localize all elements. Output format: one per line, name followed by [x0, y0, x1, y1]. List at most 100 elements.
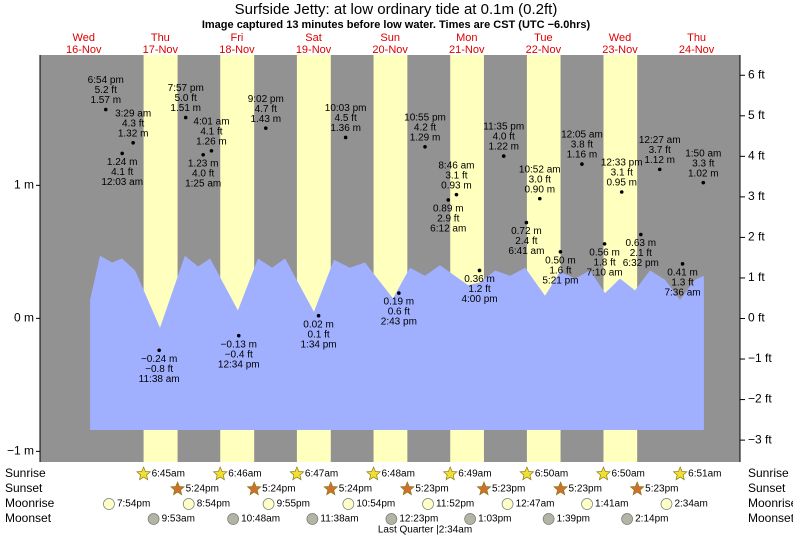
tide-point	[209, 148, 214, 153]
tide-label: 1:25 am	[185, 178, 221, 189]
sun-icon	[212, 466, 228, 481]
sun-icon	[672, 466, 688, 481]
row-time: 9:55pm	[277, 499, 310, 510]
tide-point	[397, 291, 401, 295]
row-time: 2:34am	[674, 499, 707, 510]
tide-point	[183, 115, 188, 120]
tide-label: 2.1 ft	[630, 248, 652, 259]
tide-label: 2.9 ft	[437, 214, 459, 225]
tide-label: 0.63 m	[626, 238, 657, 249]
y2-tick-label: 3 ft	[748, 189, 765, 203]
day-weekday: Wed	[609, 32, 631, 44]
row-time: 5:24pm	[339, 484, 372, 495]
y2-tick-label: −1 ft	[748, 351, 772, 365]
moon-icon	[660, 498, 673, 510]
day-weekday: Thu	[151, 32, 170, 44]
tide-label: 0.50 m	[545, 255, 576, 266]
day-date: 24-Nov	[679, 44, 715, 56]
day-date: 17-Nov	[143, 44, 179, 56]
tide-label: 4.5 ft	[335, 113, 357, 124]
tide-point	[657, 167, 662, 172]
row-time: 2:14pm	[635, 514, 668, 525]
tide-point	[423, 144, 427, 149]
tide-label: 3.0 ft	[529, 174, 551, 185]
tide-label: 4.0 ft	[493, 132, 515, 143]
tide-label: 0.1 ft	[307, 329, 329, 340]
tide-label: 0.90 m	[524, 184, 555, 195]
sun-icon	[595, 466, 611, 481]
sun-icon	[366, 466, 382, 481]
tide-label: 2:43 pm	[381, 317, 417, 328]
tide-label: 7:10 am	[586, 268, 622, 279]
tide-label: 2.4 ft	[515, 236, 537, 247]
tide-label: 1:50 am	[685, 148, 721, 159]
tide-label: 1.12 m	[644, 155, 675, 166]
tide-label: 11:38 am	[139, 374, 180, 385]
y2-tick-label: −2 ft	[748, 392, 772, 406]
tide-label: 4:01 am	[193, 116, 229, 127]
moon-icon	[147, 513, 160, 525]
tide-label: 3.1 ft	[445, 170, 467, 181]
day-date: 21-Nov	[449, 44, 485, 56]
moon-icon	[621, 513, 633, 525]
tide-point	[477, 268, 482, 273]
moon-icon	[581, 498, 593, 510]
tide-label: 3.8 ft	[571, 140, 593, 151]
tide-label: 10:55 pm	[404, 112, 446, 123]
tide-label: −0.8 ft	[145, 364, 173, 375]
sun-icon	[246, 481, 262, 496]
sun-icon	[289, 466, 305, 481]
tide-label: −0.24 m	[141, 354, 177, 365]
row-label: Sunset	[5, 481, 43, 495]
day-weekday: Fri	[231, 32, 244, 44]
tide-label: 7:57 pm	[168, 83, 204, 94]
sun-icon	[170, 481, 186, 496]
tide-point	[103, 107, 108, 112]
tide-label: −0.13 m	[221, 339, 257, 350]
tide-label: 4.2 ft	[414, 122, 436, 133]
row-label-right: Sunset	[748, 481, 786, 495]
moon-icon	[422, 498, 434, 510]
row-label-right: Moonrise	[748, 496, 793, 510]
tide-point	[537, 196, 542, 201]
tide-label: 1.16 m	[567, 150, 598, 161]
tide-label: 12:33 pm	[601, 158, 643, 169]
day-weekday: Sat	[305, 32, 322, 44]
tide-label: 1.24 m	[107, 157, 138, 168]
tide-label: 6:12 am	[430, 224, 466, 235]
day-date: 16-Nov	[66, 44, 102, 56]
tide-label: 5.2 ft	[95, 85, 117, 96]
moon-icon	[385, 513, 398, 525]
tide-label: 3.1 ft	[611, 168, 633, 179]
tide-label: 5:21 pm	[542, 275, 578, 286]
row-label: Moonrise	[5, 496, 55, 510]
row-time: 6:48am	[382, 469, 415, 480]
row-time: 5:24pm	[262, 484, 295, 495]
row-time: 5:24pm	[186, 484, 219, 495]
row-time: 9:53am	[162, 514, 195, 525]
tide-point	[619, 190, 624, 194]
day-weekday: Thu	[687, 32, 706, 44]
row-time: 10:48am	[241, 514, 280, 525]
day-weekday: Mon	[456, 32, 477, 44]
row-time: 11:38am	[320, 514, 358, 525]
tide-label: 0.95 m	[606, 178, 637, 189]
row-time: 6:50am	[611, 469, 644, 480]
moon-icon	[342, 498, 355, 510]
y2-tick-label: 2 ft	[748, 230, 765, 244]
row-time: 6:45am	[152, 469, 185, 480]
tide-point	[701, 180, 706, 185]
tide-label: 1.57 m	[90, 95, 121, 106]
tide-label: 0.6 ft	[388, 307, 410, 318]
day-weekday: Sun	[380, 32, 400, 44]
row-time: 10:54pm	[356, 499, 395, 510]
moon-icon	[464, 513, 476, 525]
moon-icon	[103, 498, 115, 510]
row-time: 1:39pm	[557, 514, 590, 525]
tide-label: 1.36 m	[330, 123, 361, 134]
row-time: 5:23pm	[569, 484, 602, 495]
y2-tick-label: −3 ft	[748, 432, 772, 446]
tide-label: 7:36 am	[664, 287, 700, 298]
tide-point	[680, 262, 685, 266]
row-label-right: Sunrise	[748, 466, 789, 480]
